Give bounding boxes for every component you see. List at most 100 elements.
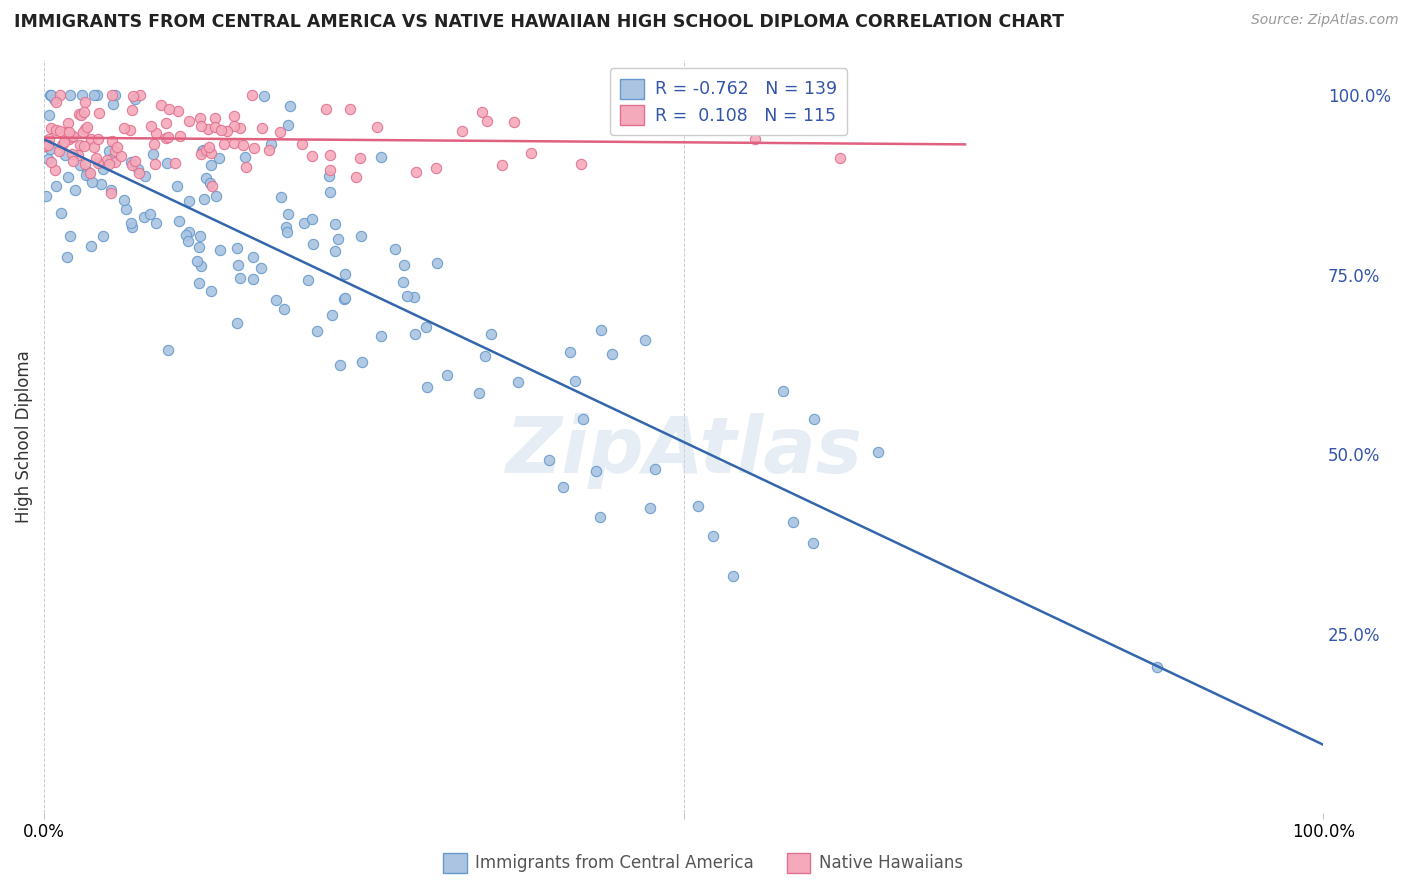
Point <box>208 243 231 257</box>
Point <box>589 510 612 524</box>
Point <box>226 316 249 330</box>
Point <box>273 302 295 317</box>
Point <box>277 207 299 221</box>
Point <box>80 175 103 189</box>
Point <box>56 116 79 130</box>
Point <box>782 515 804 529</box>
Point <box>477 114 499 128</box>
Point <box>62 128 84 143</box>
Point <box>208 151 231 165</box>
Point <box>84 151 107 165</box>
Point <box>138 207 160 221</box>
Point <box>229 120 252 135</box>
Point <box>190 259 212 273</box>
Point <box>204 120 226 134</box>
Point <box>253 89 276 103</box>
Point <box>110 149 132 163</box>
Point <box>470 104 492 119</box>
Point <box>321 308 343 322</box>
Point <box>38 132 60 146</box>
Point <box>97 157 120 171</box>
Point <box>49 88 72 103</box>
Point <box>558 345 581 359</box>
Point <box>323 218 346 232</box>
Point <box>75 168 97 182</box>
Point <box>177 234 200 248</box>
Point <box>315 103 337 117</box>
Point <box>404 290 426 304</box>
Point <box>179 226 201 240</box>
Point <box>395 289 418 303</box>
Point <box>77 169 100 183</box>
Point <box>591 323 613 337</box>
Point <box>66 148 89 162</box>
Point <box>686 499 709 513</box>
Point <box>121 103 143 117</box>
Point <box>200 158 222 172</box>
Point <box>250 120 273 135</box>
Point <box>201 179 224 194</box>
Point <box>215 123 238 137</box>
Point <box>35 188 58 202</box>
Point <box>370 328 392 343</box>
Point <box>187 240 209 254</box>
Point <box>177 113 200 128</box>
Point <box>190 144 212 158</box>
Point <box>101 88 124 103</box>
Point <box>83 88 105 103</box>
Point <box>226 241 249 255</box>
Point <box>76 120 98 134</box>
Point <box>143 157 166 171</box>
Point <box>323 244 346 258</box>
Point <box>723 569 745 583</box>
Point <box>90 177 112 191</box>
Point <box>366 120 388 134</box>
Point <box>56 250 79 264</box>
Point <box>70 88 93 103</box>
Point <box>39 121 62 136</box>
Point <box>1146 660 1168 674</box>
Y-axis label: High School Diploma: High School Diploma <box>15 350 32 523</box>
Point <box>96 153 118 167</box>
Point <box>169 129 191 144</box>
Point <box>191 143 214 157</box>
Point <box>69 158 91 172</box>
Point <box>415 320 437 334</box>
Point <box>240 88 263 103</box>
Point <box>205 189 228 203</box>
Point <box>270 190 292 204</box>
Point <box>491 158 513 172</box>
Point <box>100 153 122 167</box>
Point <box>166 179 188 194</box>
Point <box>59 88 82 103</box>
Point <box>319 185 342 199</box>
Point <box>243 141 266 155</box>
Point <box>118 123 141 137</box>
Point <box>53 148 76 162</box>
Point <box>222 109 245 123</box>
Point <box>100 186 122 201</box>
Point <box>229 271 252 285</box>
Point <box>89 105 111 120</box>
Point <box>70 108 93 122</box>
Point <box>291 137 314 152</box>
Point <box>222 119 245 133</box>
Point <box>276 225 298 239</box>
Point <box>72 125 94 139</box>
Point <box>62 153 84 168</box>
Point <box>292 216 315 230</box>
Point <box>277 118 299 132</box>
Point <box>127 162 149 177</box>
Point <box>80 131 103 145</box>
Point <box>194 143 217 157</box>
Point <box>114 202 136 217</box>
Point <box>157 103 180 117</box>
Point <box>44 163 66 178</box>
Point <box>803 411 825 425</box>
Point <box>112 194 135 208</box>
Point <box>37 138 59 153</box>
Point <box>67 107 90 121</box>
Point <box>506 375 529 389</box>
Point <box>520 146 543 161</box>
Point <box>479 326 502 341</box>
